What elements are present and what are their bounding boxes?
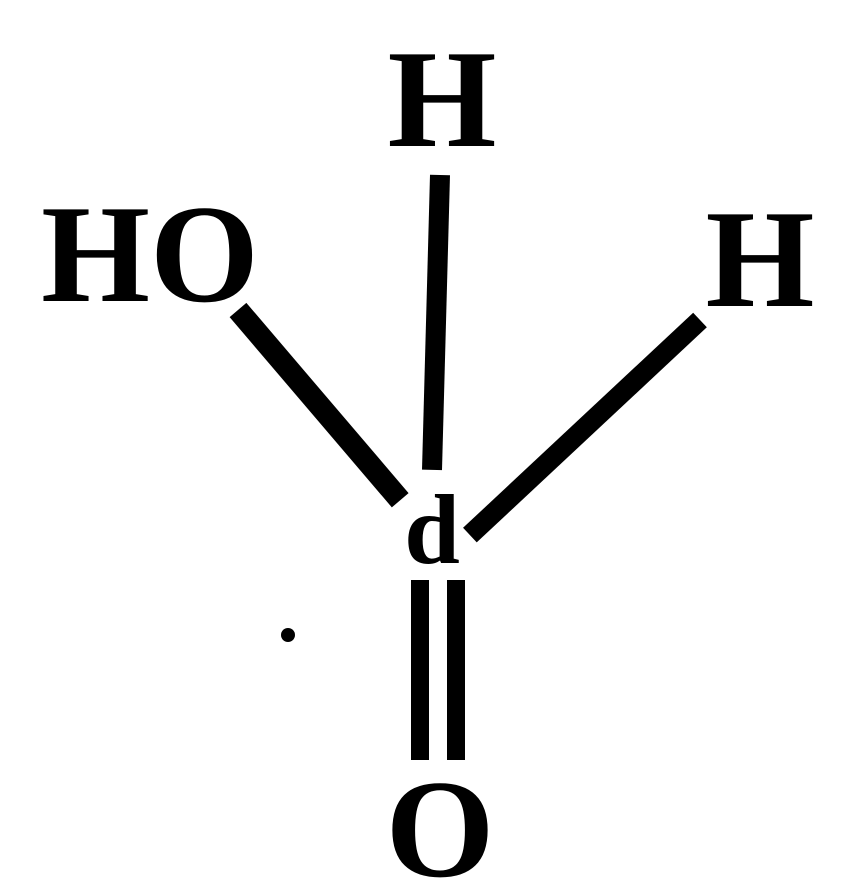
bond-center-to-bottom-O-left — [411, 580, 429, 760]
atom-label-bottom-O: O — [386, 760, 495, 880]
chemical-structure-diagram: d H H HO O — [0, 0, 860, 880]
bond-center-to-right-H — [463, 313, 707, 543]
bond-center-to-left-HO — [230, 303, 409, 507]
atom-label-center: d — [404, 480, 460, 580]
ink-speck — [281, 628, 295, 642]
bond-center-to-bottom-O-right — [447, 580, 465, 760]
bond-center-to-top-H — [422, 175, 450, 471]
atom-label-top-H: H — [388, 30, 497, 170]
atom-label-right-H: H — [706, 190, 815, 330]
atom-label-left-HO: HO — [41, 185, 259, 325]
